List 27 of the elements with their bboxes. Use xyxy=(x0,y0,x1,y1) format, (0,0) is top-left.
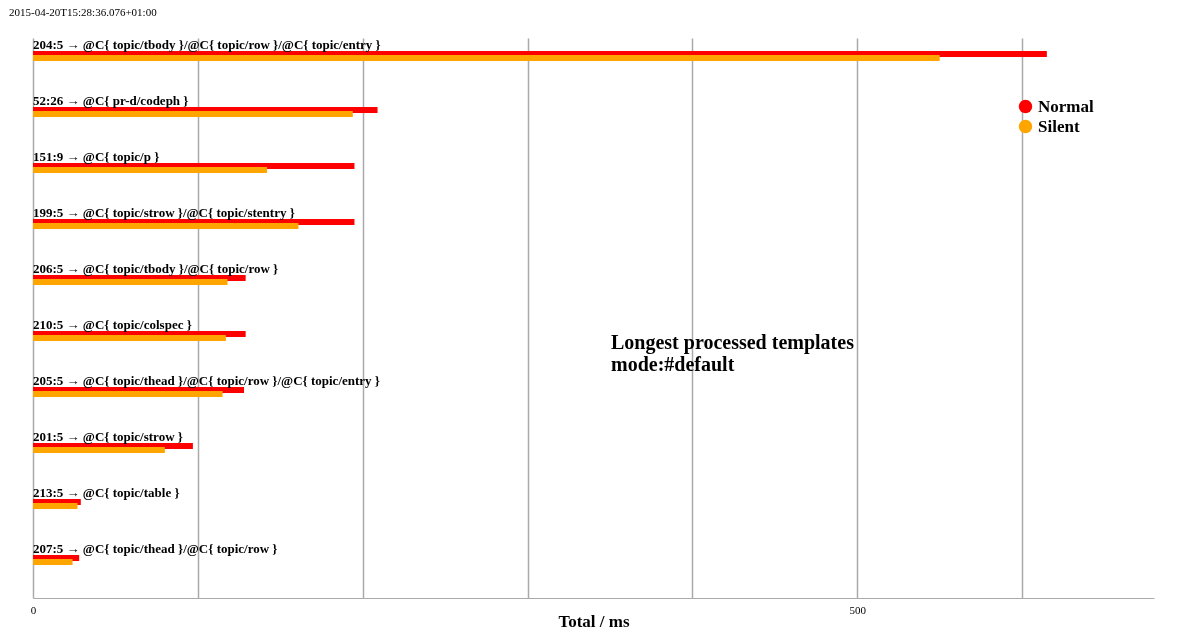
y-tick-label: 151:9 → @C{ topic/p } xyxy=(33,149,160,164)
y-tick-label: 199:5 → @C{ topic/strow }/@C{ topic/stentry } xyxy=(33,205,295,220)
bar xyxy=(33,503,78,509)
bar xyxy=(33,335,226,341)
bar xyxy=(33,279,228,285)
y-tick-label: 201:5 → @C{ topic/strow } xyxy=(33,429,183,444)
y-tick-label: 205:5 → @C{ topic/thead }/@C{ topic/row }/@C{ topic/entry } xyxy=(33,373,380,388)
legend-label: Normal xyxy=(1038,96,1094,116)
text: Longest processed templates mode:#default xyxy=(611,331,855,375)
y-tick-label: 210:5 → @C{ topic/colspec } xyxy=(33,317,192,332)
bar xyxy=(33,167,268,173)
y-tick-label: 52:26 → @C{ pr-d/codeph } xyxy=(33,93,189,108)
bar xyxy=(33,55,940,61)
bar xyxy=(33,111,353,117)
bar xyxy=(33,447,165,453)
x-tick-label: 0 xyxy=(30,603,37,616)
bar xyxy=(33,223,299,229)
y-tick-label: 206:5 → @C{ topic/tbody }/@C{ topic/row } xyxy=(33,261,279,276)
bar xyxy=(33,391,223,397)
bar xyxy=(33,559,73,565)
x-tick-label: 500 xyxy=(849,603,867,616)
y-tick-label: 204:5 → @C{ topic/tbody }/@C{ topic/row }/@C{ topic/entry } xyxy=(33,37,381,52)
legend-label: Silent xyxy=(1038,116,1080,136)
y-tick-label: 207:5 → @C{ topic/thead }/@C{ topic/row } xyxy=(33,541,278,556)
y-tick-label: 213:5 → @C{ topic/table } xyxy=(33,485,180,500)
text: 2015-04-20T15:28:36.076+01:00 xyxy=(9,6,158,18)
x-axis-title: Total / ms xyxy=(558,611,630,631)
